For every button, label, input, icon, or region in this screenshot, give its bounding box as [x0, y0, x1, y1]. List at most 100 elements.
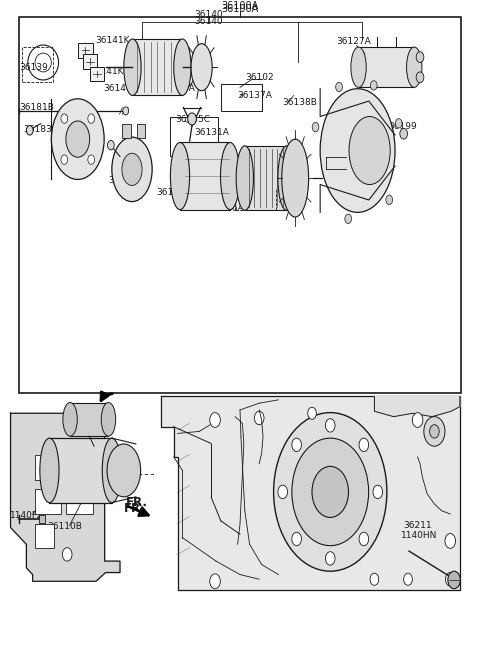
- Text: 36102: 36102: [246, 73, 275, 83]
- Circle shape: [61, 155, 68, 165]
- Circle shape: [292, 532, 301, 546]
- Text: 36112H: 36112H: [332, 158, 368, 167]
- Bar: [49, 438, 112, 503]
- Ellipse shape: [122, 153, 142, 185]
- Polygon shape: [161, 396, 460, 590]
- Ellipse shape: [112, 137, 152, 202]
- Bar: [35, 524, 54, 548]
- Text: 36138B: 36138B: [282, 97, 317, 107]
- Bar: [170, 117, 218, 156]
- Circle shape: [292, 438, 369, 546]
- Text: 36137A: 36137A: [238, 91, 273, 100]
- Circle shape: [359, 438, 369, 452]
- Ellipse shape: [174, 39, 191, 95]
- Text: FR.: FR.: [126, 496, 148, 509]
- Text: 36141K: 36141K: [103, 84, 138, 93]
- Bar: [245, 146, 287, 210]
- Ellipse shape: [236, 146, 253, 210]
- Ellipse shape: [102, 438, 121, 503]
- Text: 36100A: 36100A: [221, 5, 259, 14]
- Ellipse shape: [107, 444, 141, 497]
- Bar: [70, 403, 108, 436]
- Circle shape: [404, 573, 412, 585]
- Text: FR.: FR.: [124, 501, 146, 515]
- Bar: [35, 489, 61, 514]
- Circle shape: [278, 485, 288, 499]
- Circle shape: [26, 126, 33, 135]
- Text: 36110B: 36110B: [47, 522, 82, 532]
- Bar: [122, 124, 131, 138]
- Text: 36137B: 36137B: [143, 53, 178, 62]
- Ellipse shape: [40, 438, 59, 503]
- Bar: [221, 84, 262, 111]
- Circle shape: [336, 82, 342, 91]
- Ellipse shape: [66, 121, 90, 157]
- Ellipse shape: [191, 44, 212, 91]
- Text: 36182: 36182: [70, 139, 98, 149]
- Polygon shape: [374, 396, 460, 417]
- Text: 36120: 36120: [360, 48, 389, 57]
- Bar: [39, 515, 45, 523]
- Circle shape: [123, 107, 129, 115]
- Text: 36199: 36199: [388, 122, 417, 131]
- Circle shape: [210, 574, 220, 589]
- Circle shape: [396, 119, 402, 128]
- Bar: [22, 47, 53, 82]
- Text: 36135C: 36135C: [175, 115, 210, 124]
- Text: 36180A: 36180A: [58, 151, 93, 161]
- Text: 36150: 36150: [156, 187, 185, 197]
- Ellipse shape: [407, 47, 422, 87]
- Circle shape: [448, 571, 460, 589]
- Text: 36130: 36130: [180, 142, 209, 151]
- Ellipse shape: [124, 39, 141, 95]
- Circle shape: [445, 573, 455, 586]
- Ellipse shape: [51, 99, 104, 179]
- Text: 36140: 36140: [194, 11, 223, 19]
- Circle shape: [345, 214, 351, 224]
- Bar: [359, 47, 414, 87]
- Text: 36143: 36143: [162, 74, 191, 83]
- Text: 36140: 36140: [194, 17, 223, 26]
- Circle shape: [108, 140, 114, 150]
- Bar: [90, 67, 104, 81]
- Text: 36100A: 36100A: [221, 1, 259, 11]
- Circle shape: [424, 417, 445, 446]
- Circle shape: [359, 532, 369, 546]
- Bar: [78, 43, 93, 58]
- Circle shape: [188, 113, 196, 125]
- Text: 36127A: 36127A: [336, 37, 371, 46]
- Circle shape: [412, 413, 423, 427]
- Text: 36170A: 36170A: [108, 175, 143, 185]
- Text: 36141K: 36141K: [95, 36, 130, 45]
- Bar: [83, 54, 97, 69]
- Text: 1140FZ: 1140FZ: [10, 511, 44, 520]
- Ellipse shape: [63, 403, 77, 436]
- Ellipse shape: [282, 139, 309, 217]
- Circle shape: [371, 81, 377, 90]
- Circle shape: [274, 413, 387, 571]
- Ellipse shape: [220, 142, 240, 210]
- Text: 36146A: 36146A: [209, 204, 243, 213]
- Ellipse shape: [101, 403, 116, 436]
- Circle shape: [312, 122, 319, 132]
- Polygon shape: [11, 413, 120, 581]
- Bar: [35, 455, 61, 480]
- Text: 36183: 36183: [23, 124, 52, 134]
- Circle shape: [325, 552, 335, 565]
- Bar: [180, 142, 230, 210]
- Circle shape: [430, 425, 439, 438]
- Circle shape: [416, 52, 424, 62]
- Circle shape: [373, 485, 383, 499]
- Ellipse shape: [320, 89, 395, 212]
- Circle shape: [88, 155, 95, 165]
- Text: 36145: 36145: [153, 63, 181, 73]
- Text: 36110E: 36110E: [345, 173, 379, 182]
- Circle shape: [325, 419, 335, 432]
- Circle shape: [370, 573, 379, 585]
- Bar: [19, 17, 461, 393]
- Circle shape: [308, 407, 316, 419]
- Circle shape: [210, 413, 220, 427]
- Bar: [66, 455, 93, 480]
- Text: 36181B: 36181B: [19, 103, 54, 112]
- Ellipse shape: [170, 142, 190, 210]
